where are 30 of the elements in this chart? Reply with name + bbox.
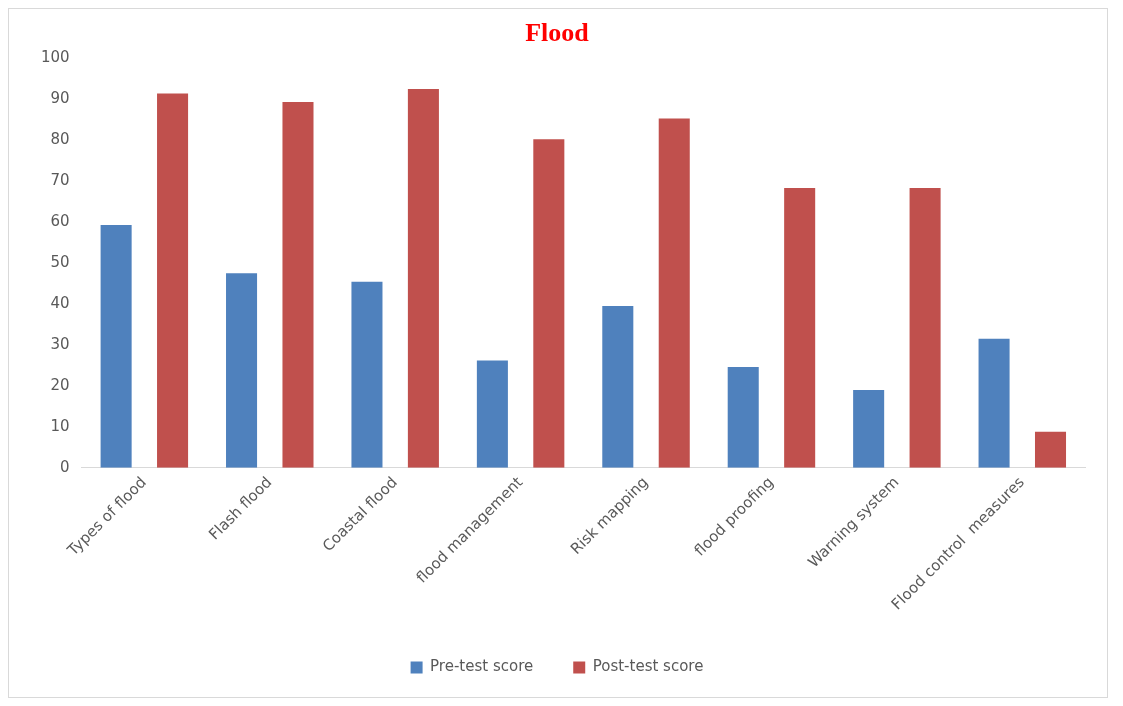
bar [1034,431,1067,468]
y-tick-label: 0 [60,457,70,476]
y-tick-label: 10 [50,416,70,435]
bar [100,224,132,468]
bar [407,88,439,468]
bar [978,338,1010,468]
bar [533,139,565,468]
bar [226,273,258,468]
chart-title: Flood [525,18,590,48]
y-tick-label: 60 [50,211,70,230]
bar [351,281,383,468]
bar [602,306,634,468]
bar [784,188,816,468]
y-tick-label: 70 [50,170,70,189]
y-tick-label: 20 [50,375,70,394]
y-tick-label: 80 [50,130,70,149]
bar [476,360,508,468]
y-tick-label: 30 [50,334,70,353]
y-tick-label: 100 [40,48,70,67]
bar [658,118,690,468]
bar [853,390,885,468]
y-tick-label: 40 [50,293,70,312]
bar [157,93,189,468]
y-tick-label: 90 [50,89,70,108]
bar [727,367,759,468]
bar [282,102,314,468]
legend-label: Pre-test score [430,657,534,676]
y-tick-label: 50 [50,252,70,271]
bar [909,188,941,468]
legend-label: Post-test score [592,657,704,676]
